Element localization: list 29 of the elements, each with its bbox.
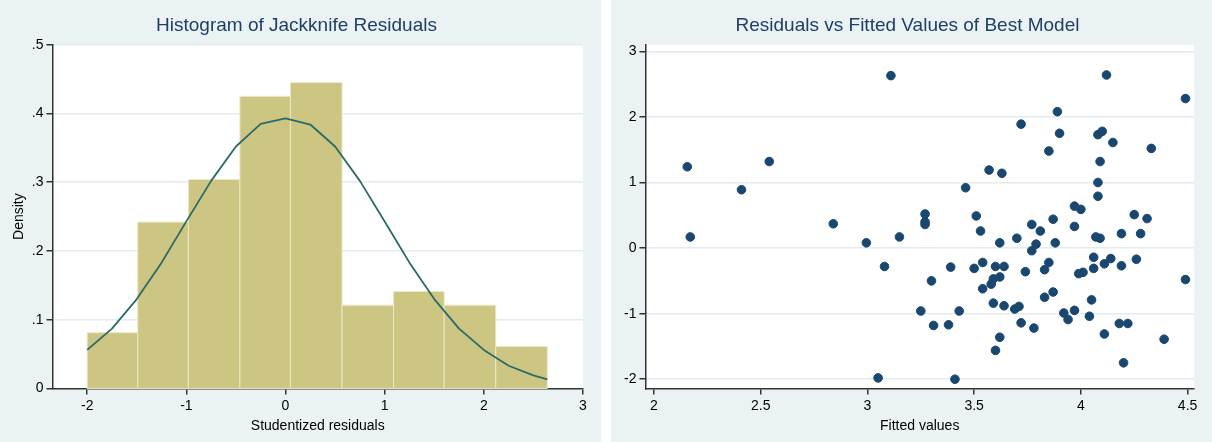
y-tick-label: .4 [31,104,44,121]
y-tick-label: 1 [628,173,637,190]
x-tick-label: 2.5 [750,396,771,413]
y-tick-label: .1 [31,310,44,327]
x-tick-label: -2 [80,396,94,413]
x-tick-label: 1 [380,396,389,413]
x-tick-label: -1 [180,396,193,413]
y-axis-title: Density [10,193,27,240]
y-tick-label: -1 [624,304,637,321]
y-tick-label: .3 [31,173,44,190]
x-axis-title: Studentized residuals [250,417,385,434]
chart-title: Histogram of Jackknife Residuals [156,13,437,35]
x-tick-label: 0 [281,396,290,413]
chart-title: Residuals vs Fitted Values of Best Model [735,13,1080,35]
x-axis-title: Fitted values [880,417,960,434]
y-tick-label: 3 [628,42,637,59]
x-tick-label: 3 [579,396,588,413]
y-tick-label: .5 [31,35,44,52]
y-tick-label: .2 [31,241,44,258]
y-tick-label: 2 [628,107,637,124]
y-tick-label: 0 [35,379,44,396]
x-tick-label: 2 [650,396,659,413]
x-tick-label: 2 [479,396,488,413]
x-tick-label: 4.5 [1177,396,1198,413]
y-tick-label: 0 [628,238,637,255]
y-tick-label: -2 [624,370,637,387]
x-tick-label: 3 [863,396,872,413]
x-tick-label: 3.5 [964,396,985,413]
x-tick-label: 4 [1076,396,1085,413]
